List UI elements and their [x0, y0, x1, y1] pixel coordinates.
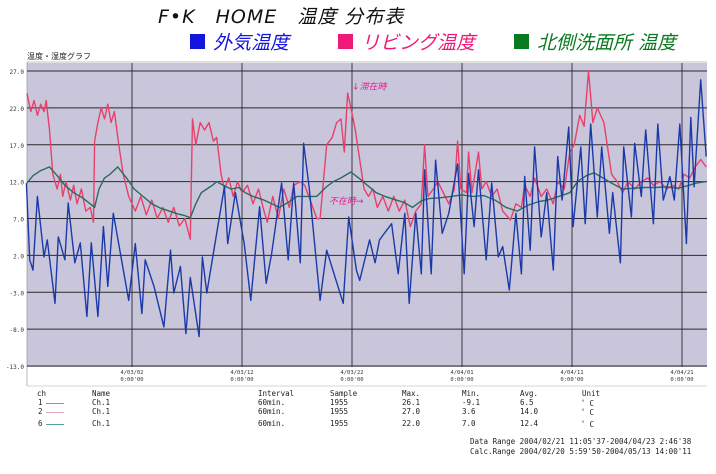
legend-label: 北側洗面所 温度 [537, 31, 677, 54]
x-tick-time: 0:00'00 [120, 377, 143, 383]
table-cell-min: -9.1 [462, 398, 481, 407]
table-line-sample [46, 424, 64, 425]
x-tick-date: 4/03/02 [120, 370, 143, 376]
y-tick-label: -3.0 [10, 290, 25, 297]
y-tick-label: 17.0 [10, 143, 25, 150]
table-cell-sample: 1955 [330, 398, 349, 407]
chart-annotation: 不在時→ [329, 196, 364, 207]
table-cell-max: 26.1 [402, 398, 421, 407]
table-cell-avg: 12.4 [520, 419, 539, 428]
legend-item-outdoor: 外気温度 [190, 28, 289, 54]
legend-label: リビング温度 [361, 31, 476, 54]
table-cell-name: Ch.1 [92, 398, 111, 407]
series-line-2 [26, 166, 707, 219]
table-header-name: Name [92, 389, 111, 398]
table-header-min: Min. [462, 389, 481, 398]
chart-annotation: ↓滞在時 [352, 81, 388, 92]
table-cell-interval: 60min. [258, 398, 286, 407]
x-tick-date: 4/04/21 [670, 370, 693, 376]
plot-area [27, 63, 707, 367]
table-cell-min: 3.6 [462, 407, 476, 416]
table-header-avg: Avg. [520, 389, 539, 398]
x-tick-time: 0:00'00 [670, 377, 693, 383]
legend-swatch [514, 33, 529, 49]
table-header-max: Max. [402, 389, 421, 398]
table-cell-unit: ゜C [582, 399, 595, 408]
table-line-sample [46, 403, 64, 404]
y-tick-label: 22.0 [10, 106, 25, 113]
table-cell-ch: 1 [38, 398, 43, 407]
table-cell-avg: 6.5 [520, 398, 534, 407]
table-cell-ch: 6 [38, 419, 43, 428]
legend-swatch [338, 33, 353, 49]
page-title: F•K HOME 温度 分布表 [158, 6, 405, 28]
series-line-1 [26, 70, 707, 240]
x-tick-time: 0:00'00 [450, 377, 473, 383]
data-range: Data Range 2004/02/21 11:05'37-2004/04/2… [470, 437, 692, 446]
chart-subtitle: 温度・湿度グラフ [27, 52, 91, 61]
legend-label: 外気温度 [213, 31, 290, 54]
x-tick-time: 0:00'00 [560, 377, 583, 383]
y-tick-label: -8.0 [10, 327, 25, 334]
table-cell-sample: 1955 [330, 419, 349, 428]
table-header-unit: Unit [582, 389, 601, 398]
table-cell-sample: 1955 [330, 407, 349, 416]
table-cell-unit: ゜C [582, 420, 595, 429]
table-cell-min: 7.0 [462, 419, 476, 428]
table-cell-unit: ゜C [582, 408, 595, 417]
x-tick-time: 0:00'00 [340, 377, 363, 383]
table-cell-max: 22.0 [402, 419, 421, 428]
legend-swatch [190, 33, 205, 49]
y-tick-label: 7.0 [13, 217, 24, 224]
table-header-ch: ch [37, 389, 47, 398]
table-cell-max: 27.0 [402, 407, 421, 416]
table-header-interval: Interval [258, 389, 295, 398]
x-tick-date: 4/03/22 [340, 370, 363, 376]
table-cell-ch: 2 [38, 407, 43, 416]
table-cell-name: Ch.1 [92, 407, 111, 416]
series-line-0 [25, 79, 707, 338]
x-tick-time: 0:00'00 [230, 377, 253, 383]
table-cell-avg: 14.0 [520, 407, 539, 416]
legend-item-living: リビング温度 [338, 28, 475, 54]
table-cell-interval: 60min. [258, 419, 286, 428]
table-header-sample: Sample [330, 389, 358, 398]
y-tick-label: 12.0 [10, 180, 25, 187]
table-line-sample [46, 412, 64, 413]
legend-item-washroom: 北側洗面所 温度 [514, 28, 676, 54]
calc-range: Calc.Range 2004/02/20 5:59'50-2004/05/13… [470, 447, 692, 456]
x-tick-date: 4/04/01 [450, 370, 473, 376]
table-cell-name: Ch.1 [92, 419, 111, 428]
y-tick-label: 2.0 [13, 253, 24, 260]
y-tick-label: 27.0 [10, 69, 25, 76]
x-tick-date: 4/04/11 [560, 370, 583, 376]
table-cell-interval: 60min. [258, 407, 286, 416]
x-tick-date: 4/03/12 [230, 370, 253, 376]
y-tick-label: -13.0 [6, 364, 24, 371]
